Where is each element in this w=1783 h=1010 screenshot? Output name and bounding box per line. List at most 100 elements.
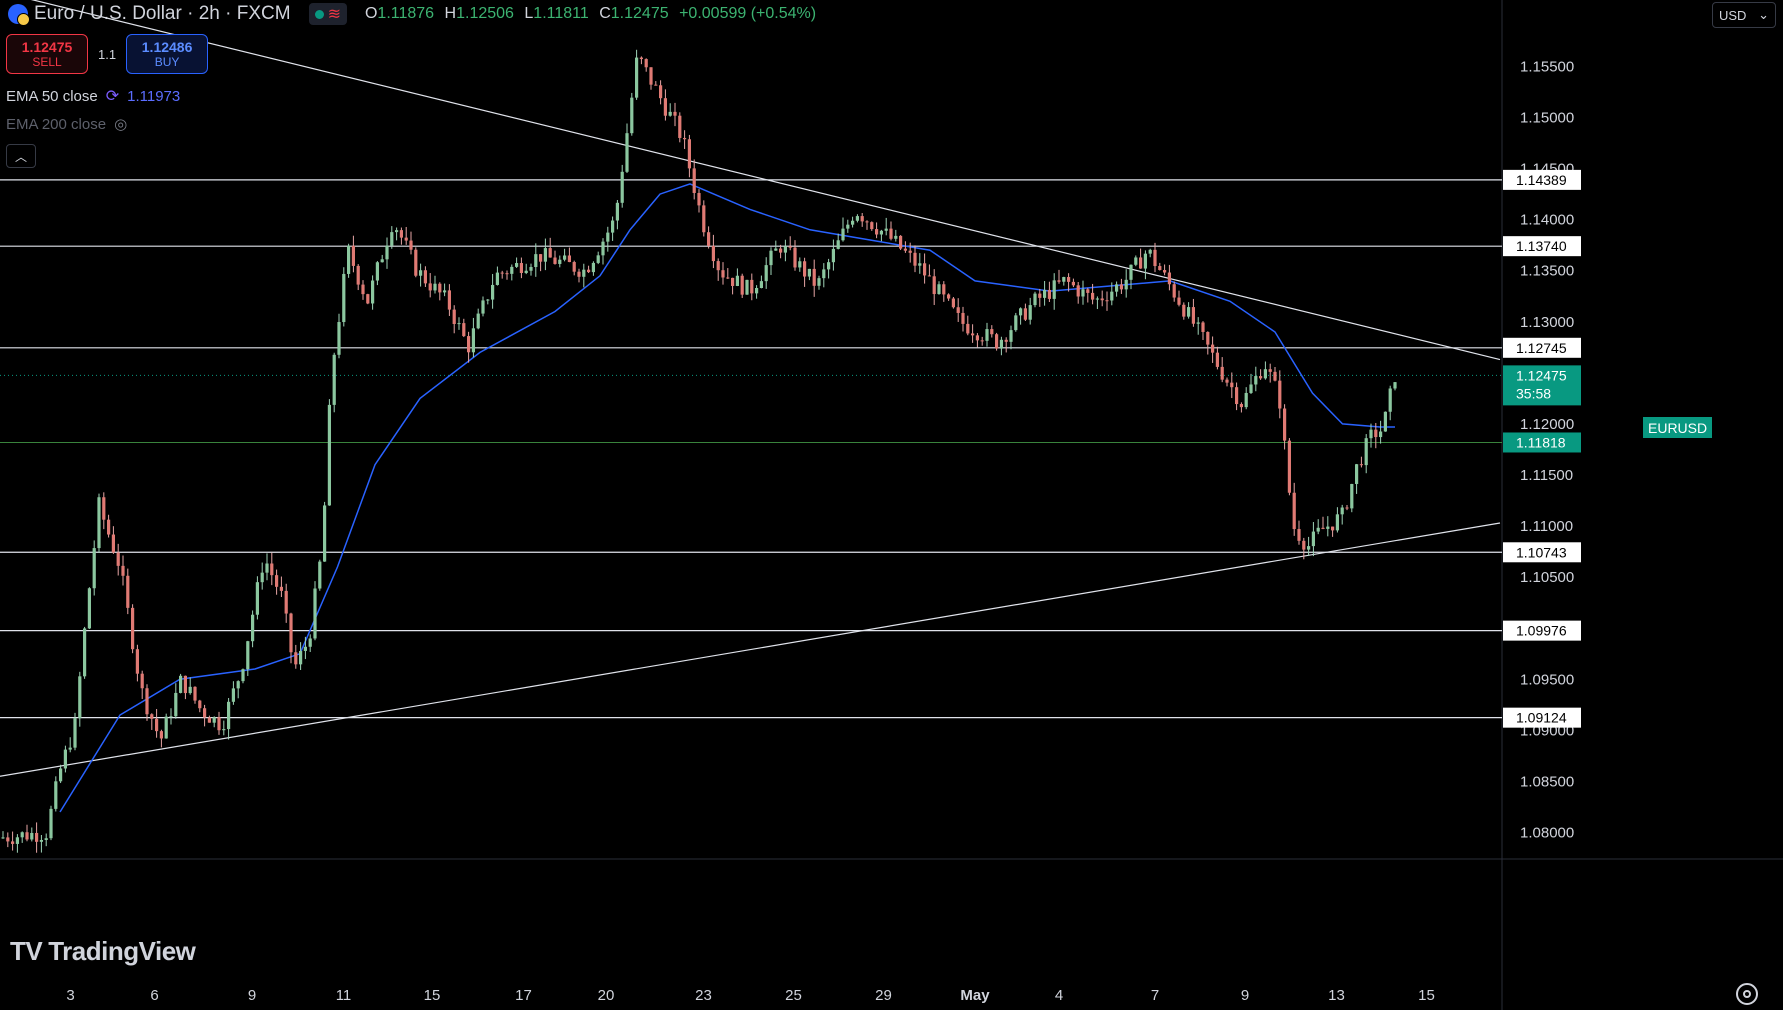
- candle-body: [404, 237, 408, 241]
- x-tick-label: 7: [1151, 987, 1159, 1004]
- candle-body: [731, 277, 735, 286]
- candle-body: [1326, 526, 1330, 529]
- level-tag-label: 1.14389: [1516, 172, 1567, 188]
- candle-body: [1307, 546, 1311, 550]
- candle-body: [539, 254, 543, 262]
- trendline-ascending-support: [0, 522, 1501, 777]
- candle-body: [174, 692, 178, 717]
- candle-body: [1167, 272, 1171, 285]
- sell-button[interactable]: 1.12475 SELL: [6, 34, 88, 74]
- currency-selector[interactable]: USD ⌄: [1712, 2, 1776, 28]
- candle-body: [457, 323, 461, 325]
- symbol-flag-icon: [8, 4, 30, 26]
- candle-body: [510, 266, 514, 274]
- candle-body: [639, 57, 643, 60]
- candle-body: [500, 272, 504, 274]
- candle-body: [711, 245, 715, 262]
- candle-body: [159, 731, 163, 739]
- hidden-eye-icon[interactable]: ◎: [114, 116, 128, 133]
- candle-body: [817, 278, 821, 286]
- candle-body: [735, 275, 739, 286]
- candle-body: [116, 552, 120, 566]
- trade-panel: 1.12475 SELL 1.1 1.12486 BUY: [6, 34, 209, 74]
- candle-body: [476, 313, 480, 329]
- ema200-label: EMA 200 close: [6, 115, 107, 133]
- candle-body: [351, 245, 355, 266]
- candle-body: [428, 283, 432, 291]
- candle-body: [1215, 352, 1219, 367]
- candle-body: [726, 277, 730, 279]
- candle-body: [1148, 249, 1152, 254]
- high-label: H: [444, 5, 457, 22]
- sync-icon[interactable]: ⟳: [105, 88, 120, 105]
- candle-body: [1278, 380, 1282, 409]
- candle-body: [779, 248, 783, 253]
- candle-body: [313, 588, 317, 639]
- chart-header: Euro / U.S. Dollar · 2h · FXCM ≋ O1.1187…: [8, 3, 822, 26]
- market-status[interactable]: ≋: [308, 3, 347, 25]
- candle-body: [942, 284, 946, 295]
- currency-value: USD: [1719, 7, 1747, 23]
- indicator-ema200[interactable]: EMA 200 close ◎: [6, 115, 128, 134]
- candle-body: [1379, 431, 1383, 438]
- candle-body: [35, 832, 39, 842]
- close-label: C: [599, 5, 611, 22]
- level-tag-label: 1.09976: [1516, 623, 1567, 639]
- candle-body: [107, 519, 111, 535]
- x-tick-label: 15: [1418, 987, 1435, 1004]
- buy-button[interactable]: 1.12486 BUY: [126, 34, 209, 74]
- candle-body: [875, 229, 879, 235]
- x-tick-label: 9: [248, 987, 256, 1004]
- candle-body: [1052, 280, 1056, 299]
- candle-body: [515, 263, 519, 267]
- candle-body: [270, 563, 274, 576]
- candle-body: [793, 247, 797, 268]
- candle-body: [399, 230, 403, 238]
- candle-body: [452, 309, 456, 324]
- level-tag-label: 1.10743: [1516, 544, 1567, 560]
- level-tag-label: 1.13740: [1516, 238, 1567, 254]
- candle-body: [582, 269, 586, 277]
- open-value: 1.11876: [377, 5, 435, 22]
- candle-body: [44, 838, 48, 840]
- y-tick-label: 1.10500: [1520, 569, 1574, 586]
- candle-body: [1062, 277, 1066, 282]
- candle-body: [750, 279, 754, 294]
- candle-body: [1259, 376, 1263, 379]
- candle-body: [558, 259, 562, 264]
- candle-body: [20, 832, 24, 838]
- close-value: 1.12475: [610, 5, 669, 22]
- candle-body: [241, 669, 245, 682]
- candle-body: [822, 269, 826, 279]
- candle-body: [654, 84, 658, 86]
- candle-body: [471, 328, 475, 353]
- last-price-label: 1.12475: [1516, 367, 1567, 383]
- candle-body: [495, 272, 499, 285]
- candle-body: [83, 628, 87, 677]
- candle-body: [923, 263, 927, 276]
- x-tick-label: 15: [424, 987, 441, 1004]
- candle-body: [759, 281, 763, 288]
- ema50-label: EMA 50 close: [6, 87, 98, 105]
- candle-body: [625, 133, 629, 172]
- candle-body: [1158, 266, 1162, 271]
- candle-body: [985, 329, 989, 341]
- candle-body: [1273, 371, 1277, 381]
- candle-body: [505, 273, 509, 275]
- candle-body: [1143, 253, 1147, 269]
- candle-body: [577, 271, 581, 277]
- candle-body: [563, 255, 567, 260]
- indicator-ema50[interactable]: EMA 50 close ⟳ 1.11973: [6, 86, 180, 106]
- collapse-legend-button[interactable]: ︿: [6, 144, 36, 168]
- candle-body: [356, 265, 360, 285]
- ema50-line: [59, 183, 1395, 813]
- symbol-title[interactable]: Euro / U.S. Dollar · 2h · FXCM: [34, 3, 291, 24]
- candle-body: [73, 718, 77, 748]
- candle-body: [361, 284, 365, 295]
- candle-body: [961, 312, 965, 324]
- level-tag: [1503, 707, 1581, 728]
- candle-body: [1172, 284, 1176, 298]
- candle-body: [49, 808, 53, 839]
- settings-gear-icon[interactable]: [1736, 983, 1758, 1005]
